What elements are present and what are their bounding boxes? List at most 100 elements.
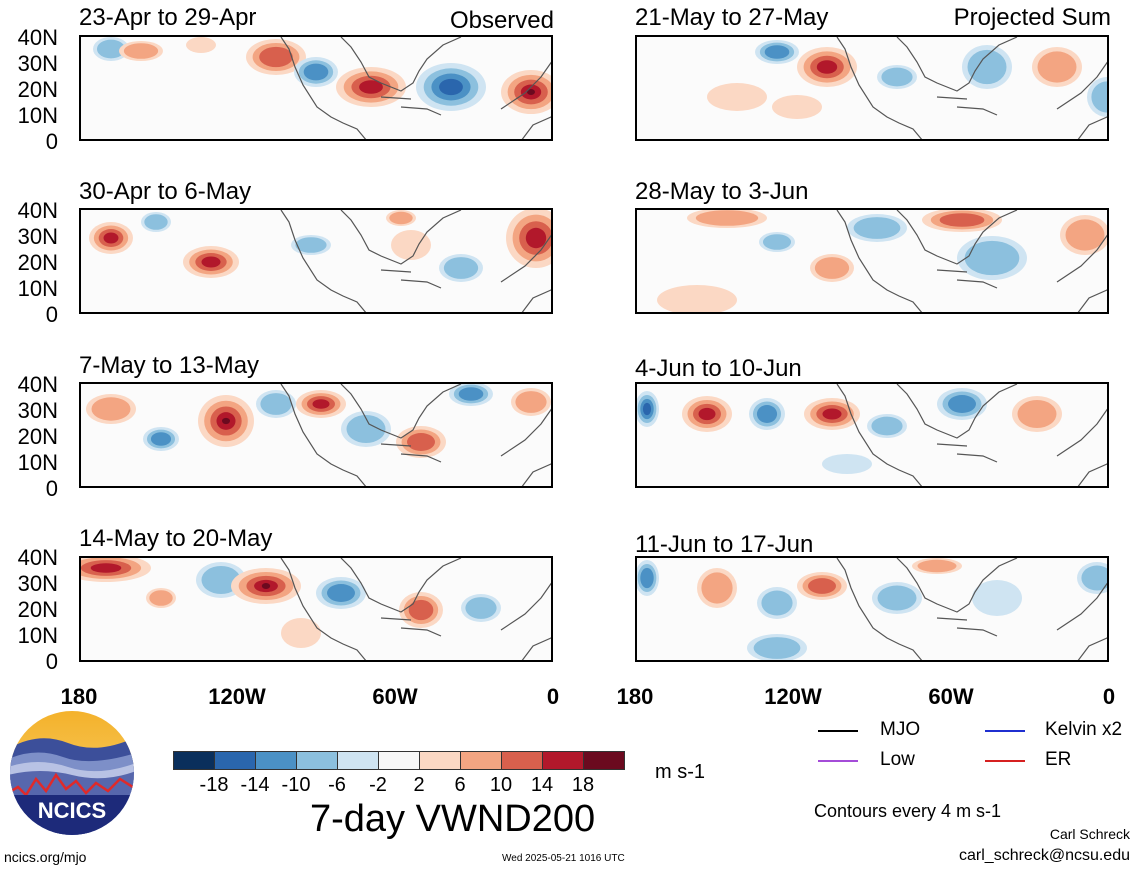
legend-label-low: Low (880, 749, 915, 770)
coastline (280, 37, 551, 139)
anomaly-contour (816, 60, 838, 74)
map-panel-observed-2 (79, 208, 553, 314)
colorbar-label: 14 (530, 774, 554, 796)
map-panel-observed-3 (79, 382, 553, 488)
lon-label: 180 (60, 684, 98, 709)
anomaly-contour (281, 618, 321, 648)
lon-label: 60W (372, 684, 418, 709)
anomaly-contour (657, 285, 737, 312)
anomaly-contour (261, 583, 271, 589)
lat-label: 40N (17, 372, 58, 397)
legend-line-low (818, 760, 858, 762)
lon-label: 120W (764, 684, 822, 709)
colorbar-cell (419, 751, 461, 770)
contour-note: Contours every 4 m s-1 (814, 801, 1002, 821)
map-field (637, 384, 1107, 486)
anomaly-contour (144, 214, 168, 230)
colorbar-cell (255, 751, 297, 770)
lat-label: 0 (45, 302, 58, 327)
panel-title-5: 21-May to 27-May (635, 4, 829, 31)
lon-label: 120W (208, 684, 266, 709)
colorbar-label: -6 (328, 774, 346, 796)
anomaly-contour (389, 211, 413, 225)
anomaly-contour (1037, 51, 1077, 83)
lat-label: 40N (17, 198, 58, 223)
colorbar-label: 6 (454, 774, 466, 796)
lat-label: 10N (17, 450, 58, 475)
anomaly-contour (150, 432, 172, 446)
map-field (707, 37, 1107, 139)
lat-label: 10N (17, 276, 58, 301)
colorbar-label: 2 (413, 774, 425, 796)
lat-label: 30N (17, 571, 58, 596)
map-panel-observed-1 (79, 35, 553, 141)
author-name: Carl Schreck (1049, 826, 1130, 842)
colorbar-cell (501, 751, 543, 770)
main-title: 7-day VWND200 (310, 798, 596, 840)
anomaly-contour (222, 417, 230, 425)
lat-label: 30N (17, 51, 58, 76)
colorbar-cell (173, 751, 215, 770)
coastline (836, 558, 1107, 660)
anomaly-contour (391, 230, 431, 260)
coastline (280, 558, 551, 660)
site-link[interactable]: ncics.org/mjo (4, 849, 87, 865)
map-field (89, 210, 551, 312)
panel-title-8: 11-Jun to 17-Jun (635, 531, 814, 558)
ncics-logo: NCICS (8, 709, 136, 837)
anomaly-contour (939, 213, 985, 227)
legend-line-kelvin (985, 730, 1025, 732)
anomaly-contour (808, 578, 836, 594)
anomaly-contour (822, 454, 872, 474)
panel-title-7: 4-Jun to 10-Jun (635, 355, 802, 382)
anomaly-contour (201, 256, 221, 268)
anomaly-contour (1081, 565, 1107, 591)
anomaly-contour (964, 240, 1020, 276)
panel-title-3: 7-May to 13-May (79, 352, 260, 379)
panel-title-1: 23-Apr to 29-Apr (79, 4, 257, 31)
anomaly-contour (515, 391, 547, 413)
legend-line-mjo (818, 730, 858, 732)
anomaly-contour (972, 580, 1022, 616)
map-panel-projected-1 (635, 35, 1109, 141)
anomaly-contour (853, 217, 901, 239)
legend-line-er (985, 760, 1025, 762)
colorbar-label: 18 (571, 774, 595, 796)
anomaly-contour (407, 433, 435, 451)
logo-text: NCICS (38, 798, 106, 823)
anomaly-contour (701, 572, 733, 604)
anomaly-contour (698, 407, 716, 421)
lat-label: 20N (17, 250, 58, 275)
anomaly-contour (695, 210, 759, 226)
panel-tag-projected: Projected Sum (953, 4, 1111, 31)
anomaly-contour (259, 46, 293, 68)
anomaly-contour (346, 414, 386, 444)
lat-label: 40N (17, 545, 58, 570)
colorbar-label: -14 (240, 774, 270, 796)
anomaly-contour (303, 63, 329, 81)
map-panel-observed-4 (79, 556, 553, 662)
anomaly-contour (707, 83, 767, 111)
anomaly-contour (761, 590, 793, 616)
anomaly-contour (640, 567, 654, 589)
anomaly-contour (408, 599, 434, 621)
anomaly-contour (465, 597, 497, 619)
lat-label: 10N (17, 103, 58, 128)
legend-label-mjo: MJO (880, 719, 921, 740)
colorbar-cell (337, 751, 379, 770)
legend-label-er: ER (1045, 749, 1072, 770)
lon-label: 0 (546, 684, 560, 709)
anomaly-contour (948, 395, 976, 413)
colorbar-cell (583, 751, 625, 770)
anomaly-contour (201, 565, 241, 595)
anomaly-contour (186, 37, 216, 53)
map-field (657, 210, 1107, 312)
anomaly-contour (764, 45, 790, 59)
anomaly-contour (642, 402, 652, 416)
colorbar-label: -10 (281, 774, 311, 796)
anomaly-contour (91, 397, 131, 421)
coastline (836, 210, 1107, 312)
colorbar-units: m s-1 (655, 761, 705, 783)
anomaly-contour (439, 78, 463, 96)
lat-label: 0 (45, 129, 58, 154)
